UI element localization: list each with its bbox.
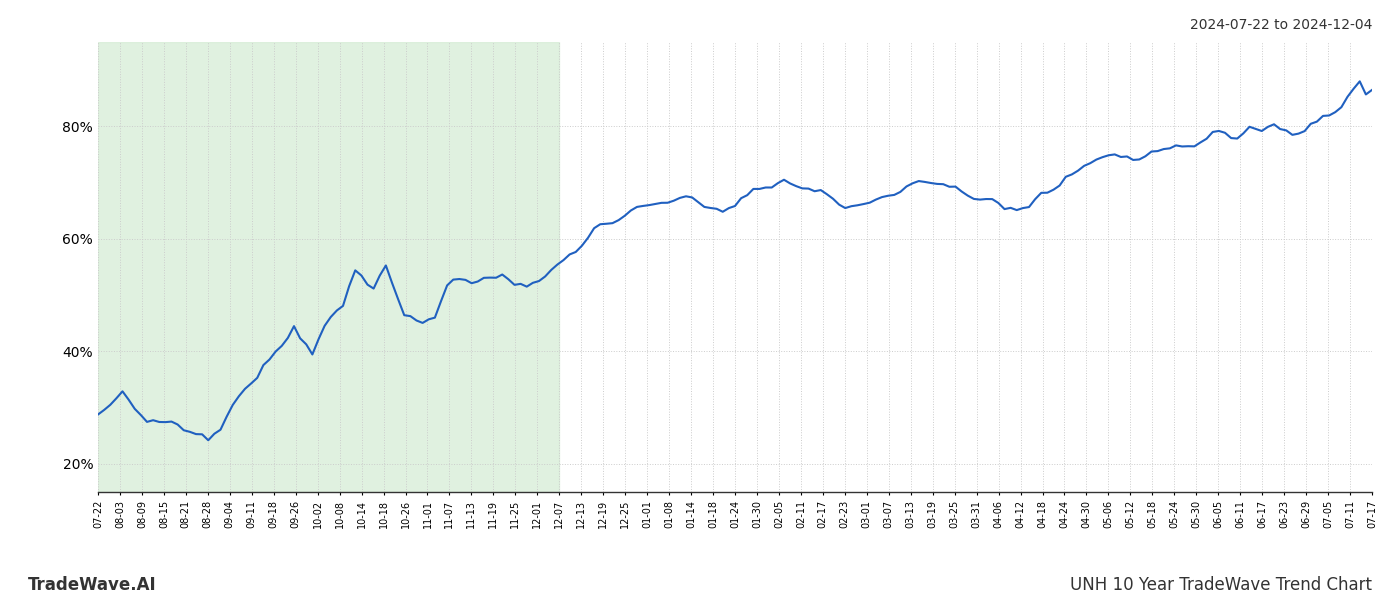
Text: TradeWave.AI: TradeWave.AI (28, 576, 157, 594)
Text: 2024-07-22 to 2024-12-04: 2024-07-22 to 2024-12-04 (1190, 18, 1372, 32)
Bar (98, 42, 559, 492)
Text: UNH 10 Year TradeWave Trend Chart: UNH 10 Year TradeWave Trend Chart (1070, 576, 1372, 594)
